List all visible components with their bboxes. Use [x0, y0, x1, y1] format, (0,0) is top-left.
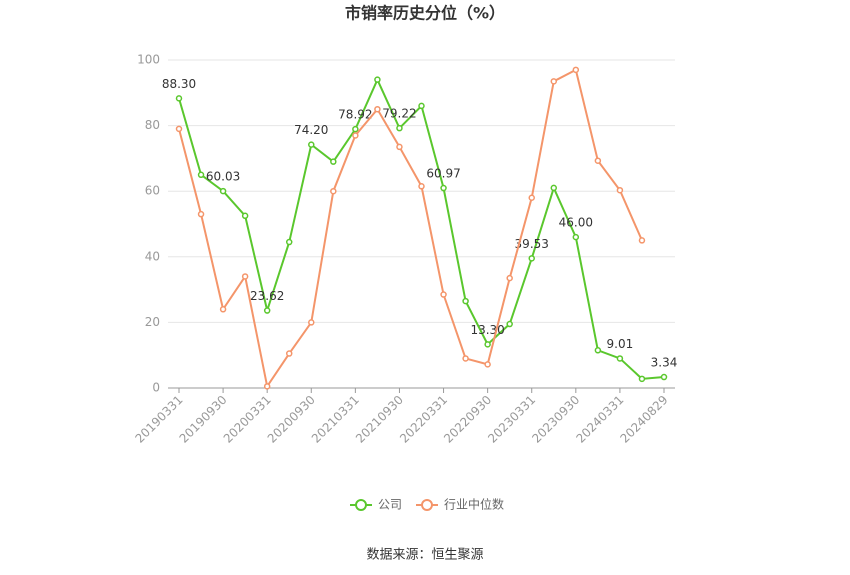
point [616, 355, 624, 362]
point [418, 102, 425, 110]
point [175, 95, 183, 102]
value-label: 60.97 [426, 167, 460, 181]
value-label: 39.53 [515, 237, 549, 251]
point [462, 355, 469, 362]
y-tick-label: 100 [137, 53, 160, 67]
x-tick-label: 20240829 [618, 393, 671, 446]
point [440, 184, 447, 192]
point [263, 383, 271, 390]
point [550, 184, 558, 192]
point [308, 141, 315, 148]
value-label: 23.62 [250, 289, 284, 303]
value-label: 13.30 [470, 323, 504, 337]
point [572, 233, 580, 241]
point [396, 143, 403, 151]
y-tick-label: 60 [145, 184, 160, 198]
point [528, 194, 535, 202]
series-line [178, 68, 643, 389]
y-tick-label: 20 [145, 315, 160, 329]
point [285, 238, 293, 246]
point [197, 171, 205, 179]
point [638, 237, 646, 244]
point [285, 350, 293, 357]
point [440, 291, 447, 298]
value-label: 60.03 [206, 170, 240, 184]
point [572, 66, 580, 74]
value-label: 46.00 [559, 216, 593, 230]
point [197, 210, 205, 218]
y-tick-label: 80 [145, 118, 160, 132]
point [484, 341, 491, 348]
point [352, 132, 359, 139]
value-label: 88.30 [162, 77, 196, 91]
point [330, 158, 337, 165]
value-label: 9.01 [607, 337, 634, 351]
point [484, 361, 491, 368]
point [241, 273, 249, 280]
point [219, 306, 227, 313]
point [506, 274, 513, 282]
point [418, 183, 425, 190]
point [352, 125, 359, 133]
legend-label: 行业中位数 [444, 497, 504, 512]
source: 数据来源：恒生聚源 [366, 548, 483, 563]
point [241, 212, 249, 220]
point [594, 347, 602, 354]
point [638, 375, 646, 383]
point [462, 297, 469, 305]
point [308, 319, 315, 326]
point [616, 186, 624, 194]
point [396, 124, 403, 132]
y-tick-label: 40 [145, 249, 160, 263]
point [660, 373, 668, 381]
legend-label: 公司 [378, 498, 402, 512]
point [374, 76, 381, 83]
value-label: 74.20 [294, 123, 328, 137]
legend-marker [421, 499, 433, 511]
point [219, 187, 227, 195]
y-tick-label: 0 [152, 381, 160, 395]
point [550, 78, 558, 85]
point [175, 125, 183, 133]
point [374, 105, 381, 113]
point [330, 187, 337, 195]
value-label: 79.22 [382, 107, 416, 121]
chart-title: 市销率历史分位（%） [345, 4, 505, 23]
point [506, 320, 513, 328]
point [528, 255, 535, 262]
legend-marker [355, 499, 367, 511]
value-label: 78.92 [338, 108, 372, 122]
point [594, 157, 602, 164]
value-label: 3.34 [651, 356, 678, 370]
point [263, 307, 271, 314]
